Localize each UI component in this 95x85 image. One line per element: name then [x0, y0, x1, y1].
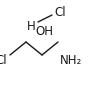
Text: Cl: Cl: [54, 6, 66, 19]
Text: H: H: [27, 19, 36, 32]
Text: NH₂: NH₂: [60, 53, 82, 66]
Text: OH: OH: [35, 25, 53, 38]
Text: Cl: Cl: [0, 53, 7, 66]
